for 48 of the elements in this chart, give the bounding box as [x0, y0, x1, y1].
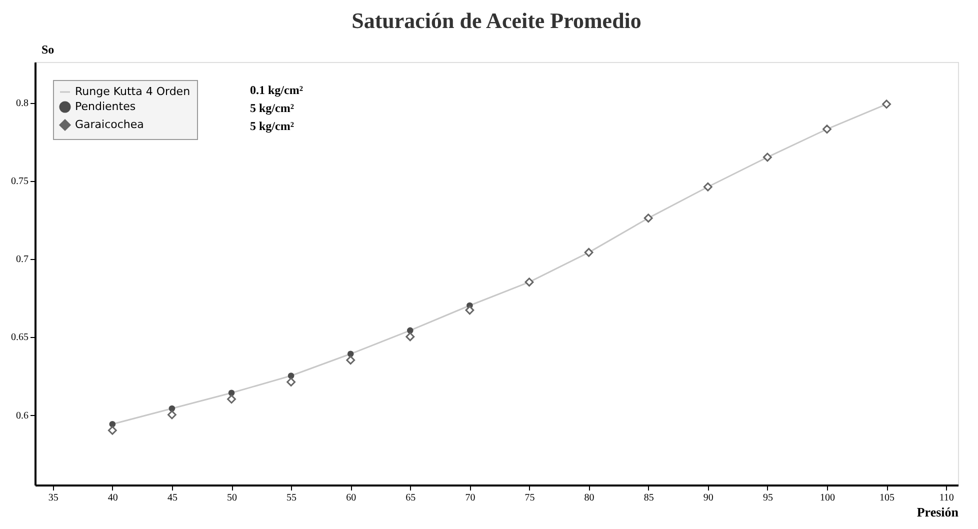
annotation: 0.1 kg/cm²: [250, 83, 304, 97]
annotation: 5 kg/cm²: [250, 119, 294, 133]
x-tick-label: 50: [227, 492, 238, 504]
y-tick-label: 0.7: [16, 254, 28, 266]
x-tick-label: 60: [346, 492, 356, 504]
legend-label: Runge Kutta 4 Orden: [75, 85, 190, 98]
point: [108, 426, 117, 435]
x-tick-label: 95: [762, 492, 773, 504]
y-tick-label: 0.8: [16, 98, 28, 110]
point: [109, 420, 116, 428]
chart-title: Saturación de Aceite Promedio: [352, 8, 642, 33]
x-axis-title: Presión: [916, 504, 960, 520]
point: [168, 405, 176, 412]
point: [406, 332, 415, 342]
y-tick-label: 0.6: [16, 410, 28, 422]
x-tick-label: 80: [584, 492, 594, 504]
x-tick-label: 65: [406, 492, 416, 504]
legend-label: Pendientes: [75, 100, 136, 113]
point: [406, 327, 414, 334]
x-tick-label: 90: [703, 492, 714, 504]
point: [822, 124, 832, 134]
y-tick-label: 0.65: [11, 332, 28, 344]
point: [524, 278, 534, 287]
y-axis-title: So: [42, 42, 54, 56]
point: [762, 152, 772, 162]
point: [584, 248, 594, 257]
x-tick-label: 85: [644, 492, 654, 504]
point: [703, 182, 712, 192]
annotation: 5 kg/cm²: [250, 101, 294, 115]
point: [168, 410, 176, 420]
point: [288, 372, 294, 379]
x-tick-label: 105: [880, 492, 895, 504]
x-tick-label: 45: [167, 492, 178, 504]
x-tick-label: 40: [108, 492, 118, 504]
x-tick-label: 100: [820, 492, 835, 504]
point: [465, 306, 474, 315]
point: [286, 378, 296, 386]
point: [346, 356, 356, 365]
x-tick-label: 35: [48, 492, 58, 504]
x-tick-label: 110: [939, 492, 954, 504]
point: [227, 394, 236, 404]
point: [882, 100, 891, 109]
x-tick-label: 70: [465, 492, 476, 504]
legend-label: Garaicochea: [75, 118, 144, 131]
point: [644, 214, 653, 223]
x-tick-label: 75: [524, 492, 535, 504]
y-tick-label: 0.75: [11, 176, 28, 188]
x-tick-label: 55: [286, 492, 297, 504]
